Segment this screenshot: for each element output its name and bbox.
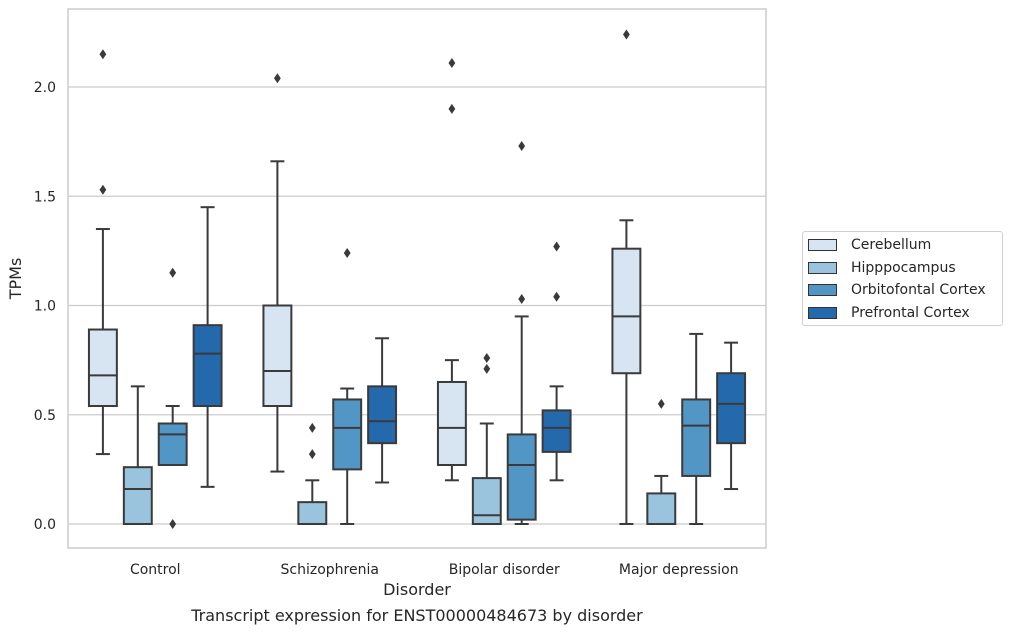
box-body: [506, 433, 537, 521]
figure-caption: Transcript expression for ENST0000048467…: [191, 606, 643, 625]
box: [646, 398, 677, 526]
outlier-point: [448, 57, 456, 68]
box: [716, 341, 747, 491]
box-body: [332, 398, 363, 471]
y-tick-label: 1.5: [34, 189, 56, 205]
box-body: [122, 466, 153, 526]
series-orbitofontal-cortex: [157, 140, 712, 529]
outlier-point: [274, 73, 281, 84]
outlier-point: [448, 103, 456, 114]
legend-item: Cerebellum: [808, 234, 931, 256]
x-tick-label: Control: [130, 562, 181, 578]
legend-label: Hipppocampus: [851, 259, 956, 276]
box-body: [646, 492, 677, 526]
outlier-point: [483, 352, 491, 363]
box-body: [436, 380, 467, 467]
legend-label: Prefrontal Cortex: [851, 304, 970, 321]
legend-swatch: [808, 239, 837, 251]
box-body: [192, 324, 223, 408]
outlier-point: [308, 449, 316, 460]
outlier-point: [623, 29, 630, 40]
series-cerebellum: [87, 29, 642, 525]
legend: Cerebellum Hipppocampus Orbitofontal Corte…: [802, 231, 1003, 326]
outlier-point: [518, 293, 526, 304]
outlier-point: [657, 398, 665, 409]
box: [367, 337, 398, 484]
y-tick-label: 2.0: [34, 80, 56, 96]
y-tick-label: 0.0: [34, 517, 56, 533]
box-body: [297, 501, 328, 525]
box: [122, 385, 153, 526]
box: [681, 332, 712, 525]
box: [192, 206, 223, 488]
legend-swatch: [808, 284, 837, 297]
x-tick-label: Schizophrenia: [281, 562, 379, 578]
box-body: [87, 328, 118, 408]
box: [611, 29, 642, 525]
box-body: [262, 304, 293, 408]
legend-label: Orbitofontal Cortex: [851, 282, 986, 299]
plot-frame: [67, 8, 767, 549]
outlier-point: [553, 241, 560, 252]
box: [506, 140, 537, 525]
y-axis-ticks: 0.0 0.5 1.0 1.5 2.0: [34, 80, 56, 533]
box: [436, 57, 467, 482]
box-body: [716, 372, 747, 445]
y-axis-label: TPMs: [6, 258, 25, 301]
box: [332, 248, 363, 525]
outlier-point: [169, 267, 177, 278]
outlier-point: [99, 49, 107, 60]
box: [541, 241, 572, 482]
x-tick-label: Major depression: [619, 562, 739, 578]
legend-item: Hipppocampus: [808, 257, 956, 279]
box-body: [471, 477, 502, 525]
box: [471, 352, 502, 525]
box: [87, 49, 118, 456]
box-body: [611, 247, 642, 375]
box-body: [367, 385, 398, 445]
box: [297, 422, 328, 525]
outlier-point: [553, 291, 560, 302]
legend-item: Orbitofontal Cortex: [808, 279, 986, 301]
outlier-point: [343, 248, 351, 259]
box-plot-series: [87, 29, 747, 529]
y-tick-label: 1.0: [34, 299, 56, 315]
series-hipppocampus: [122, 352, 677, 526]
legend-item: Prefrontal Cortex: [808, 302, 970, 324]
outlier-point: [99, 184, 107, 195]
box-body: [157, 422, 188, 467]
x-axis-label: Disorder: [383, 580, 451, 599]
legend-swatch: [808, 306, 837, 319]
box: [157, 267, 188, 529]
x-axis-ticks: Control Schizophrenia Bipolar disorder Majo…: [130, 562, 739, 578]
box-body: [541, 409, 572, 453]
y-tick-label: 0.5: [34, 408, 56, 424]
legend-label: Cerebellum: [851, 237, 932, 253]
x-tick-label: Bipolar disorder: [449, 562, 560, 578]
box-body: [681, 398, 712, 477]
legend-swatch: [808, 261, 837, 274]
outlier-point: [308, 422, 316, 433]
box: [262, 73, 293, 473]
outlier-point: [518, 140, 526, 151]
series-prefrontal-cortex: [192, 206, 747, 491]
outlier-point: [483, 363, 491, 374]
outlier-point: [169, 519, 177, 529]
